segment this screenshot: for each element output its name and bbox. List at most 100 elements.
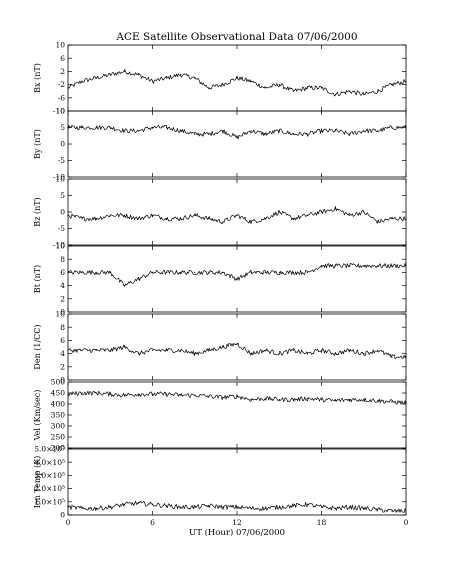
data-point (250, 399, 252, 401)
data-point (208, 87, 210, 89)
data-point (391, 356, 393, 358)
data-point (67, 126, 69, 129)
data-point (137, 353, 139, 355)
data-point (405, 218, 407, 220)
y-tick-label: 2 (60, 294, 65, 303)
y-tick-label: 6 (60, 336, 65, 345)
data-point (320, 399, 323, 401)
data-point (180, 394, 182, 396)
data-point (123, 503, 125, 505)
data-point (109, 214, 111, 216)
data-point (335, 265, 337, 267)
data-point (67, 271, 69, 273)
data-point (335, 507, 337, 509)
data-point (391, 126, 393, 129)
y-tick-label: 250 (51, 433, 66, 442)
data-point (391, 401, 393, 403)
data-point (236, 136, 238, 138)
data-point (292, 271, 294, 273)
data-point (81, 271, 83, 273)
data-point (278, 506, 280, 508)
data-point (95, 349, 97, 351)
data-point (222, 271, 224, 273)
data-point (194, 214, 196, 216)
data-point (278, 399, 280, 401)
data-point (236, 278, 238, 280)
data-point (363, 130, 365, 132)
data-point (180, 271, 182, 273)
data-point (320, 349, 323, 351)
data-point (320, 87, 323, 89)
x-tick-label: 12 (232, 518, 242, 527)
y-tick-label: 10 (55, 310, 65, 319)
panel-7: 0 1.0×10⁵ 2.0×10⁵ 3.0×10⁵ 4.0×10⁵ 5.0×10⁵ Ion … (33, 445, 407, 520)
data-point (95, 392, 97, 394)
data-point (377, 265, 379, 267)
data-point (123, 70, 125, 72)
y-tick-label: 2 (60, 362, 65, 371)
y-tick-label: 2.0×10⁵ (34, 484, 65, 493)
data-point (349, 90, 351, 92)
data-point (95, 77, 97, 79)
data-point (250, 271, 252, 273)
data-point (109, 74, 111, 76)
data-point (363, 353, 365, 355)
y-tick-label: 4 (60, 281, 65, 290)
data-point (81, 507, 83, 509)
data-point (405, 402, 407, 404)
data-point (180, 218, 182, 220)
y-tick-label: -10 (53, 241, 65, 250)
y-tick-label: 3.0×10⁵ (34, 471, 65, 480)
data-point (137, 502, 139, 504)
y-tick-label: 500 (51, 378, 66, 387)
data-point (123, 214, 125, 216)
data-point (250, 130, 252, 132)
panel-2: -10 -5 0 5 10 By (nT) (33, 107, 407, 182)
data-point (208, 505, 210, 507)
data-point (363, 507, 365, 509)
data-point (278, 211, 280, 213)
data-point (166, 271, 168, 273)
data-point (222, 346, 224, 348)
data-point (349, 399, 351, 401)
data-point (292, 218, 294, 220)
y-tick-label: 400 (51, 400, 66, 409)
data-trace (67, 390, 407, 405)
y-tick-label: 6 (60, 268, 65, 277)
data-point (363, 93, 365, 96)
data-point (335, 208, 337, 210)
x-tick-label: 6 (150, 518, 155, 527)
panel-frame (67, 178, 407, 246)
data-point (166, 393, 168, 395)
y-axis-label: Bt (nT) (33, 265, 42, 293)
data-point (377, 130, 379, 132)
data-point (306, 133, 308, 135)
data-point (264, 133, 266, 135)
data-point (306, 503, 308, 505)
data-point (137, 130, 139, 132)
data-point (250, 221, 252, 223)
data-point (377, 400, 379, 402)
data-point (236, 214, 238, 216)
data-point (166, 218, 168, 220)
data-point (95, 126, 97, 129)
data-point (81, 126, 83, 129)
y-tick-label: -10 (53, 173, 65, 182)
data-point (137, 218, 139, 220)
data-point (306, 353, 308, 355)
data-point (250, 80, 252, 82)
data-point (222, 221, 224, 223)
data-point (208, 395, 210, 397)
y-tick-label: 10 (55, 107, 65, 116)
panel-frame (67, 110, 407, 178)
y-axis-label: Bx (nT) (33, 63, 42, 93)
data-point (194, 133, 196, 135)
data-point (349, 265, 351, 267)
y-tick-label: 0 (60, 511, 65, 520)
data-point (137, 393, 139, 395)
data-point (81, 80, 83, 82)
y-tick-label: 10 (55, 242, 65, 251)
data-point (250, 507, 252, 509)
panel-3: -10 -5 0 5 10 Bz (nT) (33, 175, 407, 250)
data-point (208, 349, 210, 351)
